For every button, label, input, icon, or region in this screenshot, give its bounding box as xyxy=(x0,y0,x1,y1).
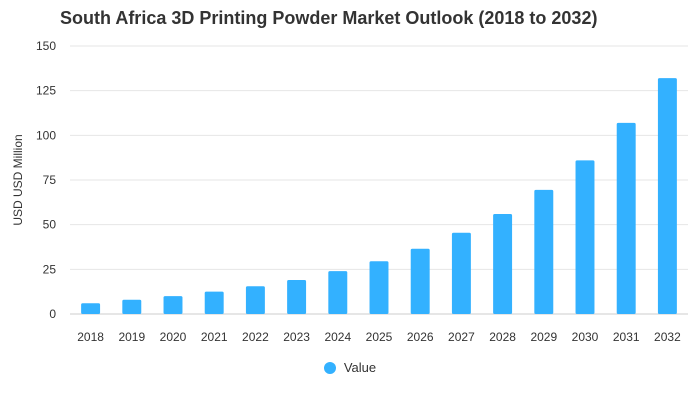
x-tick-label: 2018 xyxy=(77,330,104,344)
x-tick-label: 2022 xyxy=(242,330,269,344)
bar xyxy=(204,291,224,314)
x-tick-label: 2023 xyxy=(283,330,310,344)
bar xyxy=(81,303,101,314)
bar xyxy=(616,122,636,315)
bar xyxy=(245,286,265,314)
chart-title: South Africa 3D Printing Powder Market O… xyxy=(60,8,598,28)
y-tick-label: 0 xyxy=(49,307,56,321)
bar xyxy=(575,160,595,314)
legend-swatch xyxy=(323,361,336,374)
x-tick-label: 2020 xyxy=(160,330,187,344)
bar xyxy=(493,213,513,314)
bar xyxy=(163,296,183,314)
y-tick-label: 100 xyxy=(36,128,56,142)
x-tick-label: 2027 xyxy=(448,330,475,344)
bar xyxy=(287,280,307,314)
bar xyxy=(328,271,348,314)
x-tick-label: 2026 xyxy=(407,330,434,344)
y-tick-label: 50 xyxy=(43,218,57,232)
x-tick-label: 2029 xyxy=(530,330,557,344)
y-tick-label: 150 xyxy=(36,39,56,53)
x-tick-label: 2032 xyxy=(654,330,681,344)
x-tick-label: 2028 xyxy=(489,330,516,344)
x-tick-label: 2021 xyxy=(201,330,228,344)
x-tick-label: 2025 xyxy=(366,330,393,344)
x-tick-label: 2019 xyxy=(118,330,145,344)
legend[interactable]: Value xyxy=(0,360,700,375)
x-tick-label: 2024 xyxy=(324,330,351,344)
bar xyxy=(657,78,677,314)
bar xyxy=(451,232,471,314)
legend-label: Value xyxy=(343,360,377,375)
bar xyxy=(410,248,430,314)
y-tick-label: 75 xyxy=(43,173,57,187)
x-tick-label: 2031 xyxy=(613,330,640,344)
y-tick-label: 25 xyxy=(43,262,57,276)
y-axis-label: USD USD Million xyxy=(11,134,25,225)
y-tick-label: 125 xyxy=(36,84,56,98)
bar xyxy=(369,261,389,314)
x-tick-label: 2030 xyxy=(572,330,599,344)
bar xyxy=(122,299,142,314)
bar xyxy=(534,189,554,314)
